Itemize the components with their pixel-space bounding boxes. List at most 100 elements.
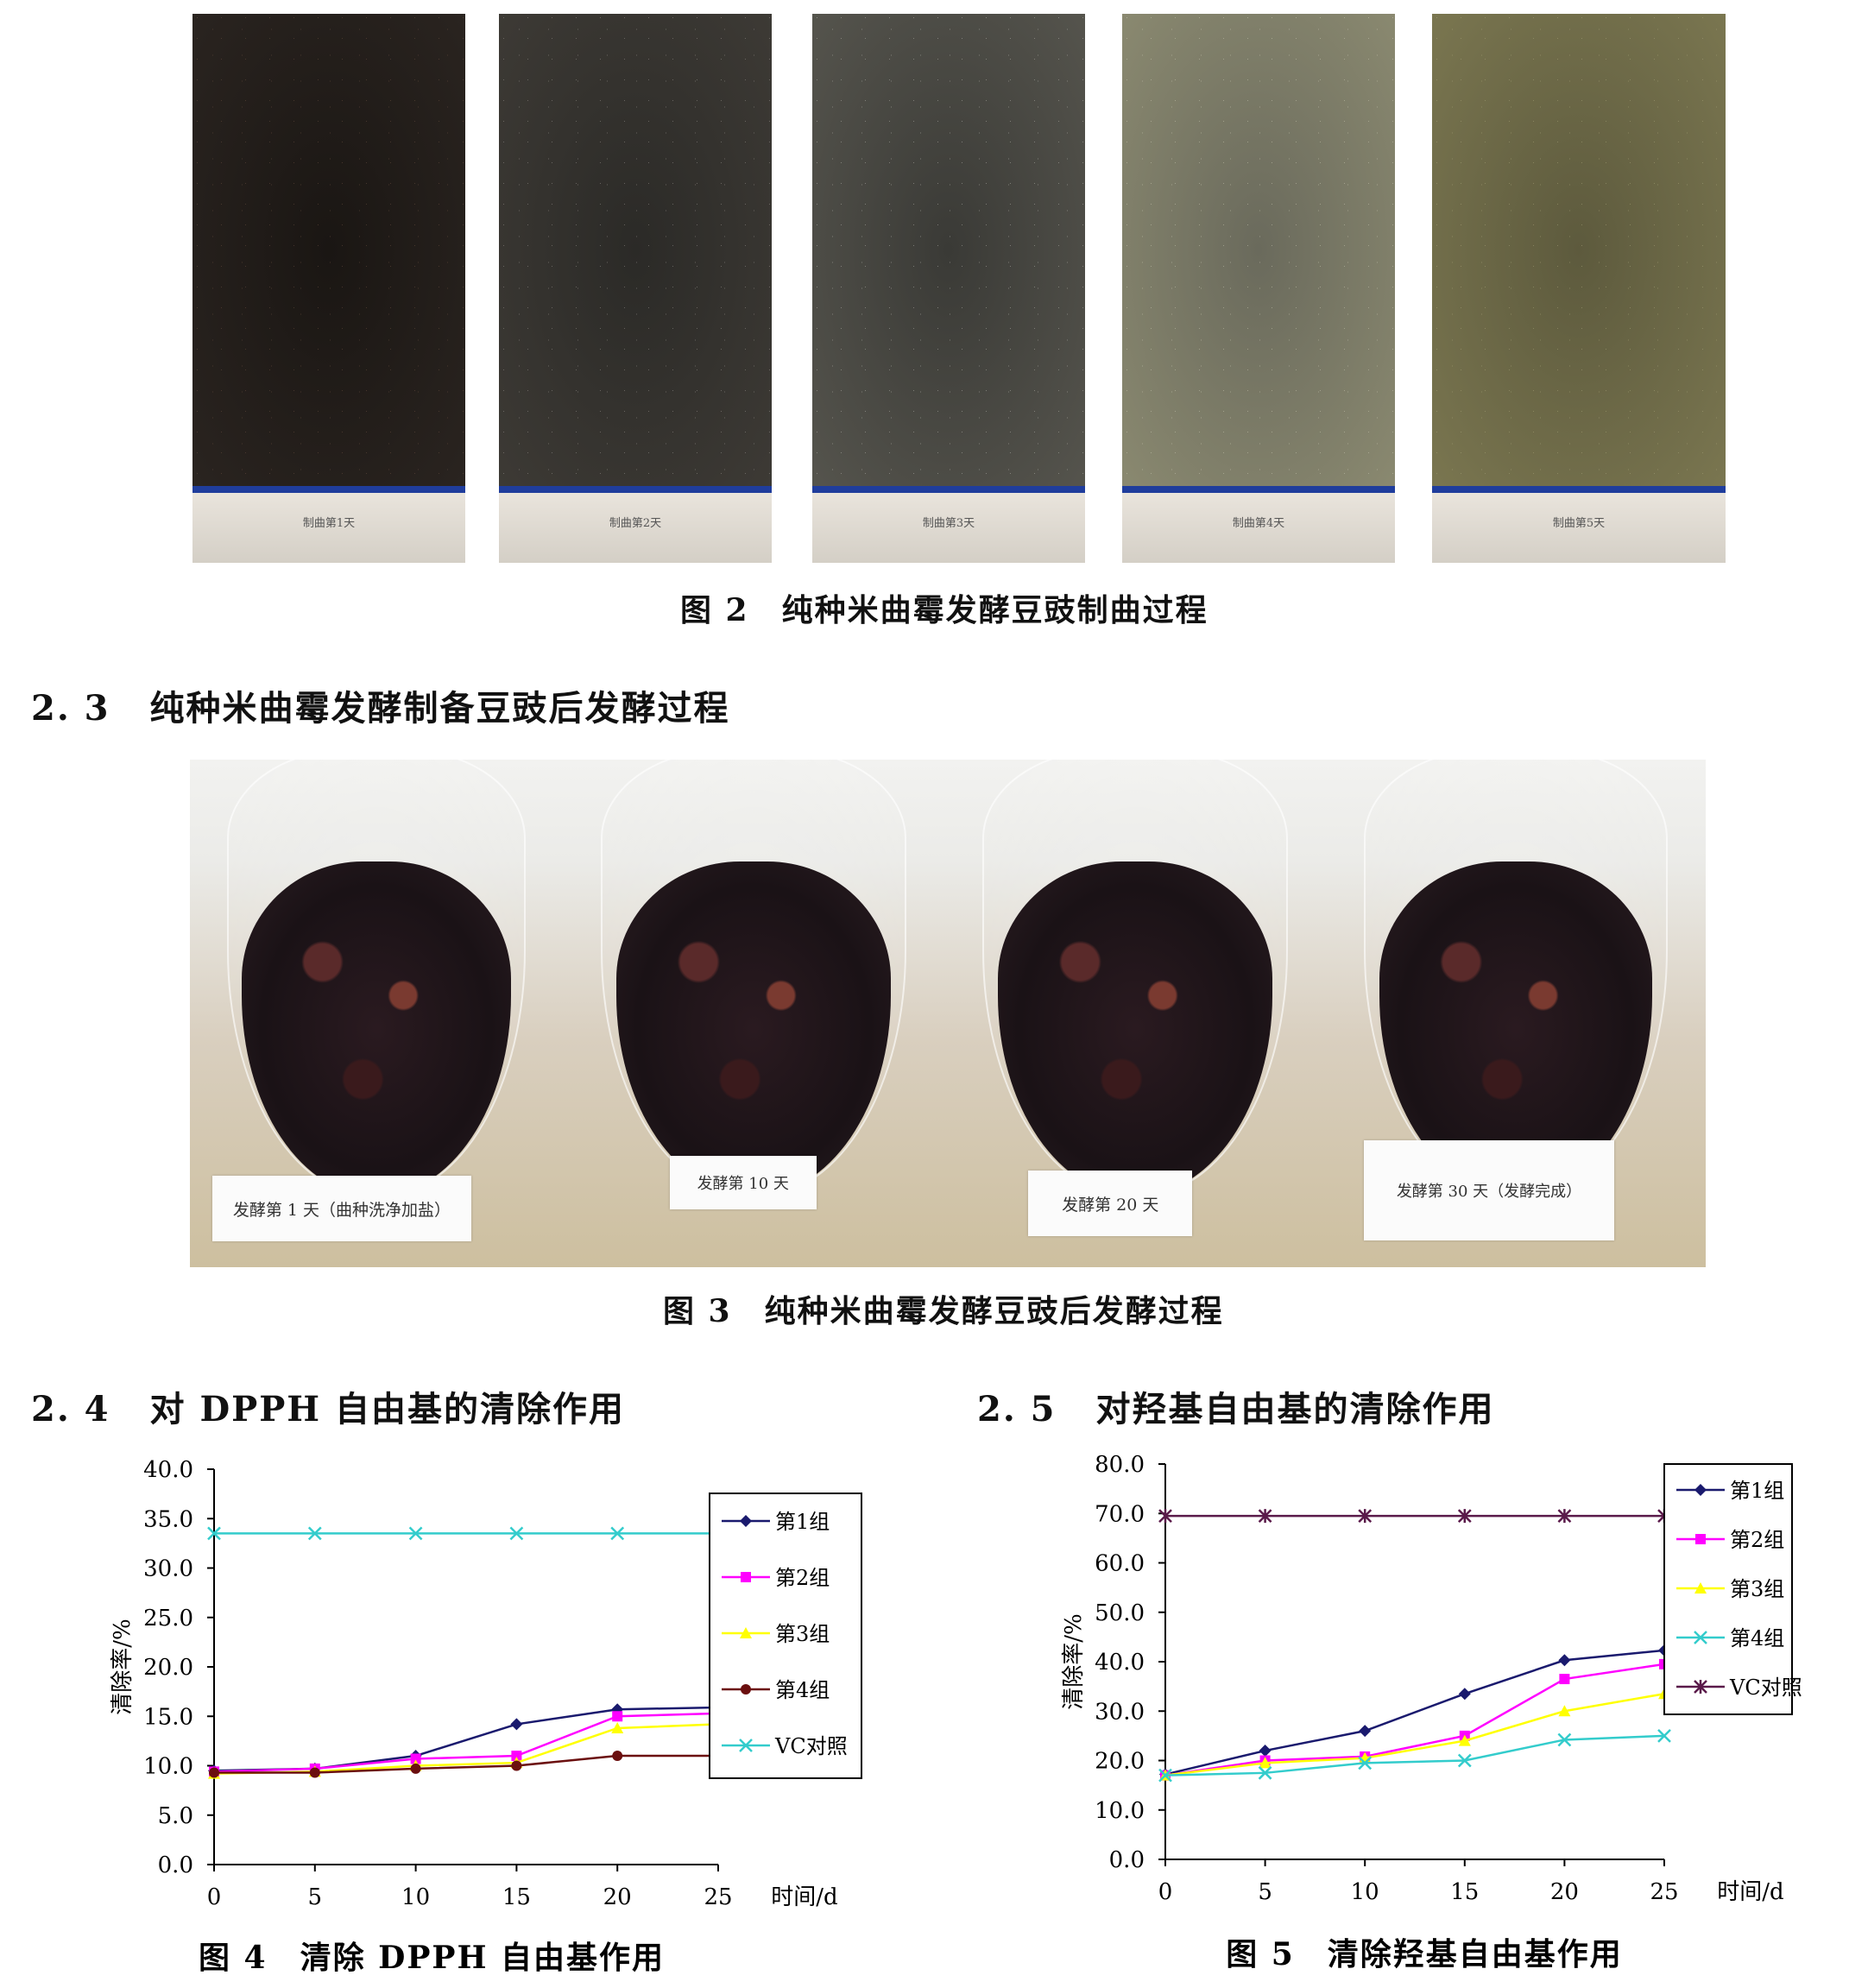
data-point <box>1559 1674 1570 1685</box>
data-point <box>1258 1765 1272 1780</box>
x-tick-label: 10 <box>401 1884 430 1910</box>
data-point <box>1694 1484 1707 1496</box>
data-point <box>1557 1732 1572 1747</box>
legend-label: 第4组 <box>1730 1626 1784 1650</box>
data-point <box>209 1767 219 1778</box>
data-point <box>410 1763 421 1774</box>
x-tick-label: 0 <box>1158 1879 1173 1905</box>
y-tick-label: 40.0 <box>143 1457 193 1483</box>
data-point <box>612 1711 623 1722</box>
data-point <box>307 1526 322 1541</box>
y-tick-label: 30.0 <box>1095 1699 1145 1725</box>
data-point <box>1694 1680 1707 1694</box>
data-point <box>1358 1756 1373 1770</box>
y-tick-label: 70.0 <box>1095 1501 1145 1527</box>
tray-rim <box>1432 485 1726 493</box>
y-tick-label: 80.0 <box>1095 1452 1145 1478</box>
y-tick-label: 60.0 <box>1095 1551 1145 1577</box>
legend-label: 第2组 <box>775 1566 830 1590</box>
flask-label: 发酵第 10 天 <box>669 1155 817 1209</box>
koji-tray-photo: 制曲第4天 <box>1122 14 1395 563</box>
section-number: 2. 5 <box>977 1389 1057 1429</box>
data-point <box>1458 1734 1471 1746</box>
section-title: 对羟基自由基的清除作用 <box>1095 1389 1495 1429</box>
fermenting-beans <box>615 861 892 1196</box>
data-point <box>740 1627 752 1638</box>
series-line <box>1164 1649 1665 1776</box>
tray-rim <box>1122 485 1395 493</box>
series-line <box>214 1754 718 1774</box>
beans-image <box>499 14 772 486</box>
y-tick-label: 20.0 <box>143 1655 193 1681</box>
fermenting-beans <box>997 861 1273 1196</box>
data-point <box>741 1572 751 1582</box>
chart-dpph: 0.0 5.0 10.0 15.0 20.0 25.0 30.0 35.0 40.0 0 5 10 15… <box>110 1457 862 1976</box>
data-point <box>1359 1725 1372 1738</box>
x-tick-label: 5 <box>1258 1879 1272 1905</box>
koji-tray-photo: 制曲第1天 <box>192 14 465 563</box>
data-point <box>1557 1509 1572 1524</box>
x-tick-label: 10 <box>1351 1879 1379 1905</box>
figure-caption: 图 4 清除 DPPH 自由基作用 <box>199 1940 665 1976</box>
data-point <box>1558 1705 1571 1717</box>
tray-label-card: 制曲第5天 <box>1432 492 1726 563</box>
section-2-4-heading: 2. 4 对 DPPH 自由基的清除作用 <box>31 1381 625 1431</box>
x-tick-label: 20 <box>603 1884 632 1910</box>
y-tick-label: 35.0 <box>143 1506 193 1532</box>
data-point <box>611 1721 624 1733</box>
koji-tray-photo: 制曲第2天 <box>499 14 772 563</box>
koji-tray-photo: 制曲第5天 <box>1432 14 1726 563</box>
x-axis-label: 时间/d <box>1717 1879 1783 1905</box>
section-number: 2. 3 <box>31 688 110 729</box>
data-point <box>207 1526 221 1541</box>
x-tick-label: 5 <box>308 1884 323 1910</box>
y-tick-label: 20.0 <box>1095 1749 1145 1775</box>
x-tick-label: 15 <box>502 1884 531 1910</box>
data-point <box>739 1739 753 1752</box>
x-tick-label: 25 <box>704 1884 732 1910</box>
tray-label: 制曲第3天 <box>922 517 975 531</box>
data-point <box>1457 1753 1472 1768</box>
chart-hydroxyl: 0.0 10.0 20.0 30.0 40.0 50.0 60.0 70.0 80.0 0 5 10 1… <box>1061 1452 1802 1972</box>
tray-label-card: 制曲第2天 <box>499 492 772 563</box>
fermentation-flask-photo: 发酵第 1 天（曲种洗净加盐） <box>190 760 563 1267</box>
tray-rim <box>192 485 465 493</box>
data-point <box>510 1718 523 1731</box>
data-point <box>1259 1757 1272 1769</box>
section-2-5-heading: 2. 5 对羟基自由基的清除作用 <box>977 1381 1495 1431</box>
data-point <box>740 1515 752 1527</box>
legend-label: 第3组 <box>1730 1577 1784 1601</box>
x-axis-label: 时间/d <box>771 1884 837 1910</box>
y-tick-label: 0.0 <box>158 1852 193 1878</box>
y-tick-label: 15.0 <box>143 1704 193 1730</box>
tray-label: 制曲第5天 <box>1552 517 1606 531</box>
tray-label: 制曲第1天 <box>302 517 356 531</box>
data-point <box>410 1753 421 1764</box>
fig2-photo-row: 制曲第1天 制曲第2天 制曲第3天 制曲第4天 制曲第5天 <box>192 14 1726 563</box>
data-point <box>1259 1745 1272 1758</box>
fig3-photo-row: 发酵第 1 天（曲种洗净加盐） 发酵第 10 天 发酵第 20 天 发酵第 30 天（… <box>190 760 1706 1267</box>
y-tick-label: 10.0 <box>1095 1798 1145 1824</box>
y-tick-label: 30.0 <box>143 1556 193 1582</box>
y-axis-label: 清除率/% <box>110 1619 136 1714</box>
legend-label: 第2组 <box>1730 1528 1784 1552</box>
tray-label-card: 制曲第1天 <box>192 492 465 563</box>
series-line <box>213 1706 719 1772</box>
legend-label: 第1组 <box>775 1510 830 1534</box>
y-tick-label: 0.0 <box>1109 1847 1145 1873</box>
x-tick-label: 20 <box>1550 1879 1579 1905</box>
legend-label: 第3组 <box>775 1622 830 1646</box>
data-point <box>1158 1768 1172 1783</box>
data-point <box>1358 1509 1373 1524</box>
x-tick-label: 15 <box>1450 1879 1479 1905</box>
data-point <box>741 1684 751 1695</box>
series-line <box>1164 1734 1665 1777</box>
legend-label: 第1组 <box>1730 1479 1784 1503</box>
beans-image <box>192 14 465 486</box>
flask-label: 发酵第 1 天（曲种洗净加盐） <box>211 1176 471 1242</box>
fermenting-beans <box>242 861 511 1196</box>
y-tick-label: 50.0 <box>1095 1600 1145 1626</box>
tray-rim <box>499 485 772 493</box>
koji-tray-photo: 制曲第3天 <box>812 14 1085 563</box>
y-tick-label: 5.0 <box>158 1803 193 1829</box>
